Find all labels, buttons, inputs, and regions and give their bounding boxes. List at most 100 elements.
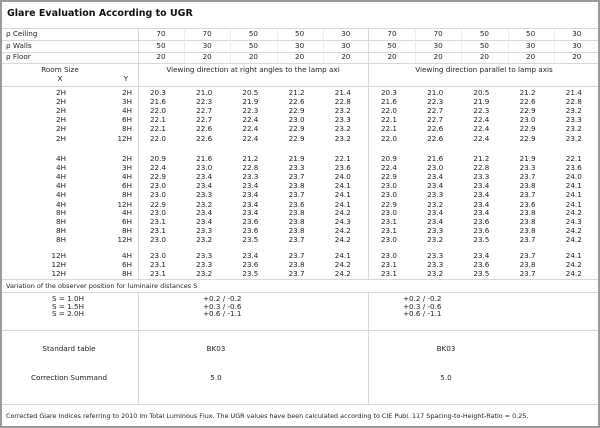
ugr-value: 23.4 bbox=[473, 190, 490, 200]
ugr-value: 21.9 bbox=[288, 154, 305, 163]
ugr-value: 23.2 bbox=[334, 106, 351, 116]
reflectance-value: 30 bbox=[572, 29, 582, 38]
ugr-value: 23.2 bbox=[196, 235, 213, 245]
ugr-value: 23.4 bbox=[242, 208, 259, 217]
ugr-value: 22.4 bbox=[242, 133, 259, 143]
ugr-value: 22.9 bbox=[519, 106, 536, 116]
ugr-value: 24.2 bbox=[565, 269, 582, 279]
ugr-value: 22.9 bbox=[380, 172, 397, 182]
reflectance-value: 50 bbox=[526, 29, 536, 38]
ugr-value: 22.1 bbox=[149, 115, 166, 125]
ugr-value: 23.6 bbox=[242, 217, 259, 227]
ugr-value: 24.1 bbox=[565, 199, 582, 209]
ugr-value: 23.0 bbox=[427, 163, 444, 173]
ugr-value: 22.4 bbox=[473, 124, 490, 134]
ugr-value: 21.4 bbox=[565, 88, 582, 97]
divider bbox=[2, 404, 598, 405]
ugr-value: 22.0 bbox=[149, 106, 166, 116]
ugr-value: 23.8 bbox=[288, 217, 305, 227]
ugr-value: 23.4 bbox=[242, 190, 259, 200]
page-title: Glare Evaluation According to UGR bbox=[7, 8, 193, 19]
divider bbox=[368, 28, 369, 279]
right-direction-header: Viewing direction parallel to lamp axis bbox=[415, 65, 553, 74]
room-y: 8H bbox=[122, 124, 132, 134]
room-y: 6H bbox=[122, 260, 132, 270]
standard-table-left: BK03 bbox=[206, 344, 226, 353]
variation-left: +0.6 / -1.1 bbox=[203, 309, 242, 319]
room-size-label: Room Size bbox=[41, 65, 79, 74]
reflectance-label: ρ Floor bbox=[6, 52, 31, 62]
room-x-label: X bbox=[57, 74, 63, 83]
reflectance-value: 30 bbox=[572, 40, 582, 50]
ugr-value: 23.7 bbox=[519, 251, 536, 260]
ugr-value: 22.6 bbox=[288, 97, 305, 107]
ugr-value: 22.9 bbox=[149, 172, 166, 182]
ugr-value: 23.2 bbox=[427, 269, 444, 279]
ugr-value: 20.5 bbox=[473, 88, 490, 97]
room-y: 8H bbox=[122, 190, 132, 200]
ugr-value: 23.7 bbox=[519, 190, 536, 200]
room-x: 4H bbox=[56, 190, 66, 200]
reflectance-value: 30 bbox=[295, 40, 305, 50]
ugr-value: 23.3 bbox=[427, 190, 444, 200]
room-y: 12H bbox=[117, 235, 132, 245]
ugr-value: 22.7 bbox=[427, 115, 444, 125]
reflectance-value: 20 bbox=[156, 52, 166, 62]
ugr-value: 22.1 bbox=[149, 124, 166, 134]
ugr-value: 23.3 bbox=[334, 115, 351, 125]
reflectance-value: 20 bbox=[433, 52, 443, 62]
ugr-value: 24.1 bbox=[334, 251, 351, 260]
ugr-value: 22.9 bbox=[288, 133, 305, 143]
ugr-value: 21.2 bbox=[519, 88, 536, 97]
footer-note: Corrected Glare Indices referring to 201… bbox=[6, 412, 529, 420]
ugr-value: 22.0 bbox=[149, 133, 166, 143]
room-y: 3H bbox=[122, 97, 132, 107]
ugr-value: 23.1 bbox=[149, 269, 166, 279]
ugr-value: 23.0 bbox=[380, 181, 397, 191]
divider bbox=[553, 28, 555, 63]
divider bbox=[184, 28, 186, 63]
ugr-value: 22.3 bbox=[196, 97, 213, 107]
reflectance-value: 20 bbox=[341, 52, 351, 62]
room-y: 12H bbox=[117, 199, 132, 209]
ugr-value: 22.1 bbox=[380, 124, 397, 134]
ugr-value: 23.6 bbox=[473, 260, 490, 270]
ugr-value: 23.8 bbox=[288, 181, 305, 191]
ugr-value: 21.0 bbox=[196, 88, 213, 97]
ugr-value: 23.3 bbox=[427, 260, 444, 270]
room-x: 2H bbox=[56, 124, 66, 134]
ugr-value: 23.2 bbox=[334, 133, 351, 143]
ugr-value: 22.8 bbox=[565, 97, 582, 107]
ugr-value: 23.8 bbox=[519, 217, 536, 227]
ugr-value: 24.1 bbox=[565, 190, 582, 200]
ugr-value: 22.4 bbox=[242, 115, 259, 125]
reflectance-value: 20 bbox=[248, 52, 258, 62]
left-direction-header: Viewing direction at right angles to the… bbox=[166, 65, 340, 74]
correction-label: Correction Summand bbox=[30, 373, 108, 382]
divider bbox=[2, 292, 598, 293]
reflectance-value: 70 bbox=[433, 29, 443, 38]
ugr-value: 22.0 bbox=[380, 106, 397, 116]
ugr-value: 22.3 bbox=[427, 97, 444, 107]
ugr-value: 20.3 bbox=[149, 88, 166, 97]
ugr-value: 23.0 bbox=[380, 190, 397, 200]
reflectance-label: ρ Ceiling bbox=[6, 29, 38, 38]
ugr-value: 23.7 bbox=[519, 235, 536, 245]
spacing-label: S = 1.0H bbox=[52, 294, 84, 303]
room-x: 4H bbox=[56, 199, 66, 209]
ugr-value: 24.0 bbox=[565, 172, 582, 182]
room-y: 4H bbox=[122, 106, 132, 116]
divider bbox=[461, 28, 463, 63]
ugr-value: 23.6 bbox=[288, 199, 305, 209]
ugr-value: 24.2 bbox=[565, 226, 582, 236]
room-x: 8H bbox=[56, 235, 66, 245]
ugr-value: 23.0 bbox=[149, 235, 166, 245]
ugr-value: 23.6 bbox=[473, 217, 490, 227]
ugr-value: 22.9 bbox=[149, 199, 166, 209]
ugr-value: 23.4 bbox=[473, 181, 490, 191]
room-x: 2H bbox=[56, 97, 66, 107]
correction-right: 5.0 bbox=[440, 373, 452, 382]
reflectance-value: 50 bbox=[248, 29, 258, 38]
room-y: 3H bbox=[122, 163, 132, 173]
